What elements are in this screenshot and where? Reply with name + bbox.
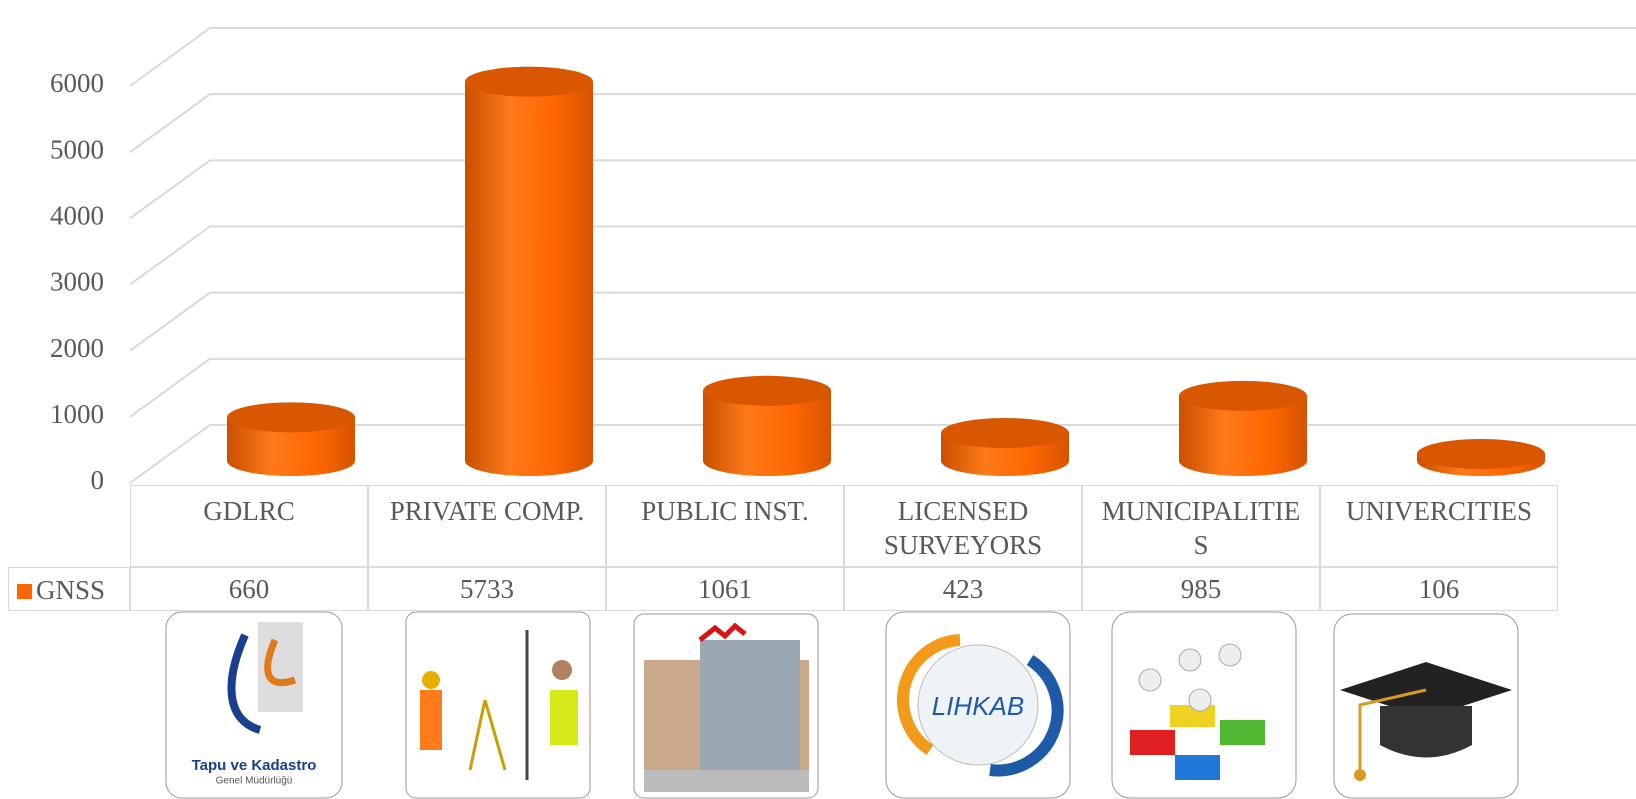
logo-building (633, 613, 819, 799)
value-cell: 106 (1320, 567, 1558, 611)
value-cell: 985 (1082, 567, 1320, 611)
y-tick-label: 1000 (50, 399, 104, 429)
category-cell: LICENSED SURVEYORS (844, 485, 1082, 567)
cell-text: 106 (1418, 574, 1460, 604)
y-tick-label: 2000 (50, 333, 104, 363)
bar (465, 81, 593, 476)
y-tick-label: 0 (91, 465, 105, 495)
legend-label: GNSS (36, 575, 106, 605)
category-cell: GDLRC (130, 485, 368, 567)
grid-line (129, 27, 1636, 87)
cell-text: PRIVATE COMP. (389, 496, 585, 526)
logo-tkgm: Tapu ve Kadastro Genel Müdürlüğü (165, 611, 343, 799)
bar (227, 417, 355, 476)
bar-top (465, 66, 593, 97)
cell-text: PUBLIC INST. (641, 496, 809, 526)
category-cell: PRIVATE COMP. (368, 485, 606, 567)
logo-surveyors (405, 611, 591, 799)
cell-text: MUNICIPALITIES (1101, 496, 1301, 560)
bar (1179, 395, 1307, 476)
logo-text: Tapu ve Kadastro (192, 757, 317, 774)
grid-line (129, 291, 1636, 352)
cell-text: UNIVERCITIES (1346, 496, 1532, 526)
grid-line (129, 93, 1636, 153)
legend-entry: GNSS (8, 567, 130, 611)
category-cell: PUBLIC INST. (606, 485, 844, 567)
y-tick-label: 5000 (50, 134, 104, 164)
cell-text: 5733 (460, 574, 514, 604)
grid-line (129, 159, 1636, 220)
grid-line (129, 357, 1636, 418)
category-cell: MUNICIPALITIES (1082, 485, 1320, 567)
grid-line (129, 424, 1636, 484)
value-cell: 1061 (606, 567, 844, 611)
logo-municipalities (1111, 611, 1297, 799)
cell-text: 985 (1180, 574, 1222, 604)
y-tick-label: 4000 (50, 201, 104, 231)
value-cell: 660 (130, 567, 368, 611)
value-cell: 423 (844, 567, 1082, 611)
logo-lihkab: LIHKAB (885, 611, 1071, 799)
logo-graduation-cap (1333, 613, 1519, 799)
bar-top (703, 375, 831, 406)
logo-text: Genel Müdürlüğü (216, 776, 293, 787)
logo-text: LIHKAB (932, 691, 1025, 721)
bar-top (941, 418, 1069, 449)
cell-text: GDLRC (203, 496, 295, 526)
bar-top (1417, 438, 1545, 469)
cell-text: 1061 (698, 574, 752, 604)
cell-text: 660 (228, 574, 270, 604)
value-cell: 5733 (368, 567, 606, 611)
bar-top (1179, 380, 1307, 411)
category-cell: UNIVERCITIES (1320, 485, 1558, 567)
bar-top (227, 402, 355, 433)
bar (703, 390, 831, 476)
cell-text: LICENSED SURVEYORS (883, 496, 1043, 560)
y-tick-label: 6000 (50, 68, 104, 98)
cell-text: 423 (942, 574, 984, 604)
legend-swatch (17, 584, 32, 599)
y-tick-label: 3000 (50, 267, 104, 297)
plot: 0 1000 2000 3000 4000 5000 6000 (50, 27, 1636, 495)
grid-line (129, 225, 1636, 286)
